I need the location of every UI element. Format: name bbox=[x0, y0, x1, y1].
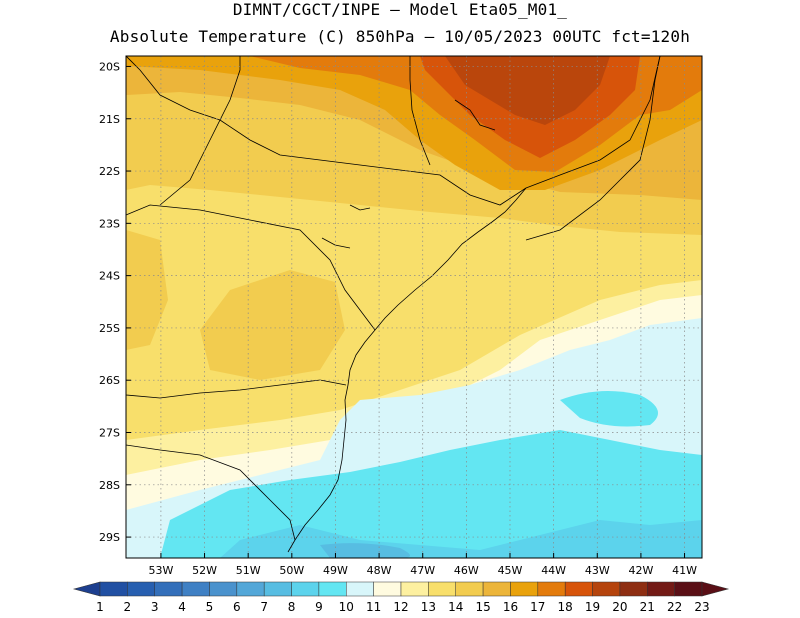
lat-label: 22S bbox=[99, 165, 120, 178]
lon-label: 53W bbox=[148, 564, 173, 577]
lat-label: 24S bbox=[99, 270, 120, 283]
lon-label: 41W bbox=[672, 564, 697, 577]
lon-label: 43W bbox=[585, 564, 610, 577]
colorbar-label: 3 bbox=[151, 600, 159, 614]
lon-label: 50W bbox=[279, 564, 304, 577]
colorbar-segment bbox=[619, 581, 648, 597]
colorbar-label: 12 bbox=[393, 600, 408, 614]
lat-label: 29S bbox=[99, 531, 120, 544]
colorbar-segment bbox=[592, 581, 621, 597]
longitude-labels: 53W 52W 51W 50W 49W 48W 47W 46W 45W 44W 43W 42W 41W bbox=[148, 564, 697, 577]
colorbar-segment bbox=[373, 581, 402, 597]
colorbar-label: 13 bbox=[421, 600, 436, 614]
colorbar-label: 18 bbox=[558, 600, 573, 614]
colorbar-segment bbox=[674, 581, 703, 597]
lat-label: 20S bbox=[99, 60, 120, 73]
lon-label: 48W bbox=[367, 564, 392, 577]
colorbar-segment bbox=[647, 581, 675, 597]
colorbar-segment bbox=[236, 581, 265, 597]
colorbar-segment bbox=[564, 581, 593, 597]
temp-band-15-west bbox=[126, 230, 168, 350]
temp-band-8 bbox=[320, 543, 410, 558]
lon-label: 44W bbox=[541, 564, 566, 577]
lon-label: 45W bbox=[498, 564, 523, 577]
lon-label: 47W bbox=[410, 564, 435, 577]
lat-label: 25S bbox=[99, 322, 120, 335]
colorbar-segment bbox=[263, 581, 292, 597]
map-frame bbox=[125, 55, 703, 559]
lat-label: 26S bbox=[99, 374, 120, 387]
lat-label: 27S bbox=[99, 427, 120, 440]
lon-label: 42W bbox=[628, 564, 653, 577]
colorbar-label: 20 bbox=[612, 600, 627, 614]
colorbar-label: 2 bbox=[124, 600, 132, 614]
lat-lon-grid bbox=[126, 56, 702, 558]
colorbar-label: 14 bbox=[448, 600, 463, 614]
colorbar-segment bbox=[510, 581, 539, 597]
colorbar-segment bbox=[99, 581, 128, 597]
lat-label: 21S bbox=[99, 113, 120, 126]
colorbar-segment bbox=[482, 581, 511, 597]
colorbar-label: 4 bbox=[178, 600, 186, 614]
colorbar-arrow-right bbox=[701, 581, 730, 597]
lon-label: 52W bbox=[192, 564, 217, 577]
lon-label: 49W bbox=[323, 564, 348, 577]
colorbar-segment bbox=[455, 581, 484, 597]
colorbar-label: 22 bbox=[667, 600, 682, 614]
colorbar-label: 9 bbox=[315, 600, 323, 614]
colorbar-label: 15 bbox=[475, 600, 490, 614]
latitude-labels: 20S 21S 22S 23S 24S 25S 26S 27S 28S 29S bbox=[99, 60, 120, 544]
colorbar-label: 23 bbox=[694, 600, 709, 614]
colorbar-label: 10 bbox=[339, 600, 354, 614]
colorbar-label: 6 bbox=[233, 600, 241, 614]
colorbar-arrow-left bbox=[72, 581, 101, 597]
colorbar-segment bbox=[537, 581, 566, 597]
colorbar-label: 17 bbox=[530, 600, 545, 614]
colorbar-segment bbox=[291, 581, 320, 597]
colorbar-label: 8 bbox=[288, 600, 296, 614]
coastline-borders bbox=[126, 56, 661, 553]
colorbar-segment bbox=[209, 581, 238, 597]
colorbar-label: 5 bbox=[206, 600, 214, 614]
colorbar-segment bbox=[346, 581, 374, 597]
temp-band-10-patch bbox=[560, 391, 658, 427]
colorbar-segment bbox=[127, 581, 155, 597]
lat-label: 23S bbox=[99, 217, 120, 230]
lon-label: 51W bbox=[236, 564, 261, 577]
temp-band-10 bbox=[160, 430, 702, 558]
colorbar-segment bbox=[154, 581, 183, 597]
colorbar-segment bbox=[400, 581, 429, 597]
temp-band-15-center bbox=[200, 270, 345, 380]
colorbar-segment bbox=[428, 581, 456, 597]
colorbar-label: 11 bbox=[366, 600, 381, 614]
colorbar-label: 7 bbox=[260, 600, 268, 614]
colorbar-segment bbox=[318, 581, 347, 597]
colorbar: 1 2 3 4 5 6 7 8 9 10 11 12 13 14 15 16 17 18 19 20 21 22 23 bbox=[72, 581, 730, 614]
colorbar-label: 16 bbox=[503, 600, 518, 614]
chart-title-line1: DIMNT/CGCT/INPE – Model Eta05_M01_ bbox=[232, 0, 568, 19]
colorbar-label: 21 bbox=[640, 600, 655, 614]
colorbar-segment bbox=[181, 581, 210, 597]
colorbar-label: 1 bbox=[96, 600, 104, 614]
temp-band-20 bbox=[445, 56, 610, 125]
lat-label: 28S bbox=[99, 479, 120, 492]
colorbar-label: 19 bbox=[585, 600, 600, 614]
lon-label: 46W bbox=[454, 564, 479, 577]
temperature-field bbox=[126, 56, 702, 558]
chart-title-line2: Absolute Temperature (C) 850hPa – 10/05/… bbox=[109, 27, 691, 46]
